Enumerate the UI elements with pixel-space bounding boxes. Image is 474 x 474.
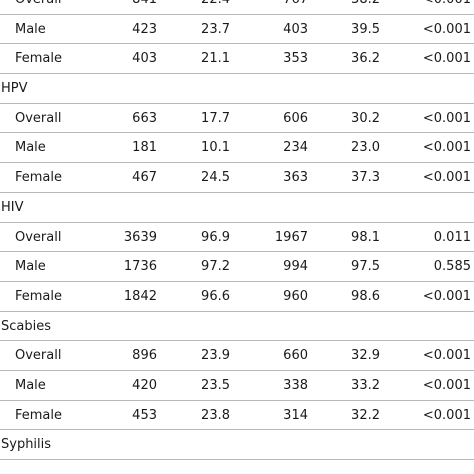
count-group-2: 363 [283, 170, 308, 186]
count-group-1: 403 [132, 51, 157, 67]
p-value: <0.001 [423, 0, 471, 14]
count-group-2: 353 [283, 51, 308, 67]
percent-group-1: 24.5 [201, 170, 230, 186]
count-group-2: 767 [283, 0, 308, 14]
table-row: Overall 841 22.4 767 38.2 <0.001 [0, 0, 474, 15]
percent-group-2: 39.5 [351, 21, 380, 37]
count-group-2: 1967 [274, 229, 308, 245]
count-group-2: 660 [283, 348, 308, 364]
percent-group-2: 32.2 [351, 407, 380, 423]
percent-group-2: 36.2 [351, 51, 380, 67]
p-value: <0.001 [422, 170, 471, 186]
percent-group-1: 22.4 [201, 0, 230, 14]
percent-group-2: 37.3 [351, 170, 380, 186]
percent-group-2: 30.2 [351, 110, 380, 126]
count-group-2: 960 [283, 288, 308, 304]
percent-group-1: 97.2 [201, 259, 230, 275]
table-row: Male 1736 97.2 994 97.5 0.585 [0, 252, 474, 282]
table-row: Female 467 24.5 363 37.3 <0.001 [0, 163, 474, 193]
count-group-1: 3639 [123, 229, 157, 245]
group-title: Scabies [1, 318, 52, 334]
table-row: Overall 3639 96.9 1967 98.1 0.011 [0, 223, 474, 253]
table-row: Male 181 10.1 234 23.0 <0.001 [0, 133, 474, 164]
count-group-2: 606 [283, 110, 308, 126]
percent-group-1: 23.8 [201, 407, 230, 423]
percent-group-2: 98.6 [351, 288, 380, 304]
count-group-1: 1736 [123, 259, 157, 275]
count-group-2: 403 [283, 21, 308, 37]
count-group-1: 181 [132, 140, 157, 156]
row-label: Male [15, 140, 46, 156]
group-header-row: HIV [0, 193, 474, 223]
count-group-2: 994 [283, 259, 308, 275]
row-label: Female [15, 288, 63, 304]
row-label: Overall [15, 229, 62, 245]
p-value: <0.001 [422, 21, 471, 37]
percent-group-1: 23.9 [201, 348, 230, 364]
count-group-2: 234 [283, 140, 308, 156]
percent-group-1: 23.7 [201, 21, 230, 37]
p-value: 0.011 [433, 229, 471, 245]
count-group-1: 467 [132, 170, 157, 186]
percent-group-2: 98.1 [351, 229, 380, 245]
row-label: Overall [15, 348, 62, 364]
p-value: <0.001 [422, 407, 471, 423]
p-value: <0.001 [422, 377, 471, 393]
percent-group-2: 33.2 [351, 377, 380, 393]
table-row: Male 420 23.5 338 33.2 <0.001 [0, 371, 474, 401]
count-group-1: 420 [132, 377, 157, 393]
row-label: Female [15, 170, 63, 186]
count-group-2: 314 [283, 407, 308, 423]
percent-group-1: 23.5 [201, 377, 230, 393]
row-label: Male [15, 21, 46, 37]
p-value: 0.585 [433, 259, 471, 275]
table-row: Female 453 23.8 314 32.2 <0.001 [0, 401, 474, 431]
table-row: Overall 896 23.9 660 32.9 <0.001 [0, 341, 474, 371]
group-title: HPV [1, 81, 28, 97]
table-row: Female 1842 96.6 960 98.6 <0.001 [0, 282, 474, 312]
row-label: Male [15, 377, 46, 393]
percent-group-1: 21.1 [201, 51, 230, 67]
data-table: Overall 841 22.4 767 38.2 <0.001 Male 42… [0, 0, 474, 460]
row-label: Female [15, 51, 63, 67]
row-label: Overall [15, 0, 61, 14]
p-value: <0.001 [422, 51, 471, 67]
row-label: Female [15, 407, 63, 423]
row-label: Male [15, 259, 46, 275]
percent-group-1: 17.7 [201, 110, 230, 126]
count-group-2: 338 [283, 377, 308, 393]
count-group-1: 841 [132, 0, 157, 14]
group-title: Syphilis [1, 437, 52, 453]
count-group-1: 453 [132, 407, 157, 423]
table-row: Male 423 23.7 403 39.5 <0.001 [0, 15, 474, 45]
count-group-1: 663 [132, 110, 157, 126]
count-group-1: 896 [132, 348, 157, 364]
percent-group-2: 97.5 [351, 259, 380, 275]
p-value: <0.001 [422, 140, 471, 156]
p-value: <0.001 [422, 288, 471, 304]
row-label: Overall [15, 110, 62, 126]
percent-group-1: 96.9 [201, 229, 230, 245]
percent-group-2: 23.0 [351, 140, 380, 156]
count-group-1: 423 [132, 21, 157, 37]
percent-group-2: 32.9 [351, 348, 380, 364]
p-value: <0.001 [422, 348, 471, 364]
table-row: Female 403 21.1 353 36.2 <0.001 [0, 44, 474, 75]
group-header-row: Scabies [0, 312, 474, 342]
group-header-row: Syphilis [0, 430, 474, 460]
table-row: Overall 663 17.7 606 30.2 <0.001 [0, 104, 474, 134]
percent-group-2: 38.2 [351, 0, 380, 14]
percent-group-1: 10.1 [201, 140, 230, 156]
group-title: HIV [1, 199, 24, 215]
group-header-row: HPV [0, 74, 474, 104]
p-value: <0.001 [422, 110, 471, 126]
count-group-1: 1842 [123, 288, 157, 304]
percent-group-1: 96.6 [201, 288, 230, 304]
